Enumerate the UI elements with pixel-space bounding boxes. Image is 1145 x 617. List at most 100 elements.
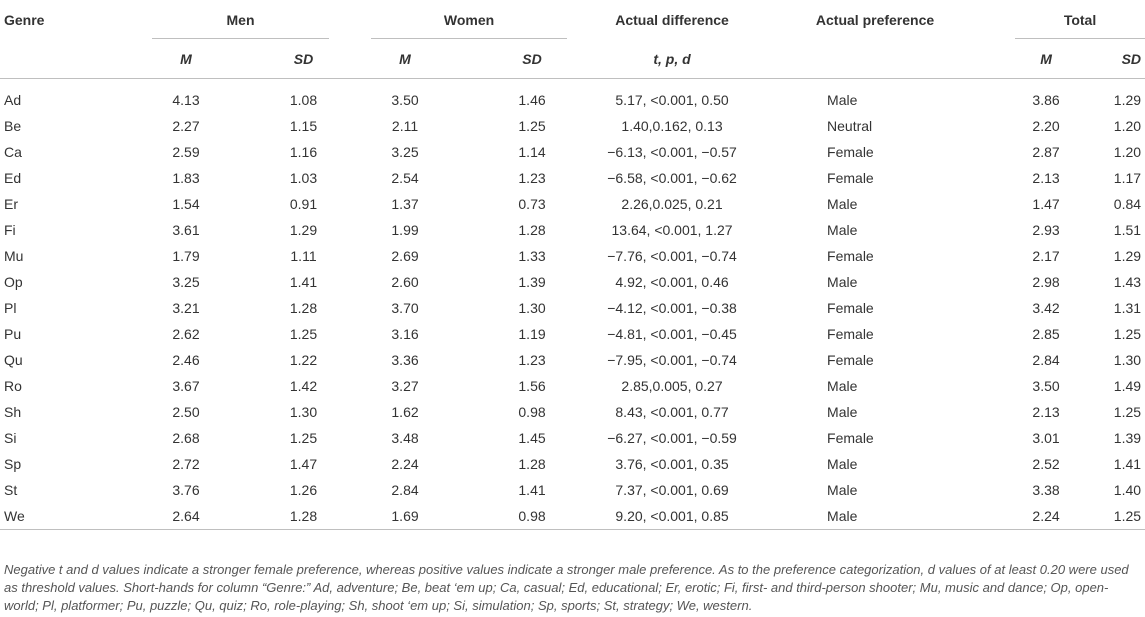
table-row: Sh 2.50 1.30 1.62 0.98 8.43, <0.001, 0.77 Male… — [0, 399, 1145, 425]
table-row: St 3.76 1.26 2.84 1.41 7.37, <0.001, 0.69 Male… — [0, 477, 1145, 503]
genre-cell: Ad — [4, 92, 22, 108]
total-sd-cell: 1.31 — [1113, 300, 1142, 316]
preference-cell: Male — [827, 456, 858, 472]
men-sd-cell: 1.26 — [289, 482, 318, 498]
genre-cell: Fi — [4, 222, 16, 238]
table-row: Ad 4.13 1.08 3.50 1.46 5.17, <0.001, 0.50 Male… — [0, 87, 1145, 113]
total-m-cell: 2.98 — [1032, 274, 1060, 290]
difference-cell: −7.95, <0.001, −0.74 — [607, 352, 737, 368]
preference-cell: Male — [827, 503, 944, 530]
difference-cell: 1.40,0.162, 0.13 — [621, 118, 723, 134]
difference-cell: −4.81, <0.001, −0.45 — [607, 326, 737, 342]
preference-cell: Female — [827, 144, 874, 160]
genre-cell: Ed — [4, 170, 22, 186]
men-sd-cell: 1.25 — [289, 430, 318, 446]
genre-cell: Si — [4, 430, 17, 446]
total-m-cell: 2.84 — [1032, 352, 1060, 368]
header-row-2: M SD M SD t, p, d M SD — [0, 39, 1145, 79]
total-sd-cell: 1.49 — [1113, 378, 1142, 394]
total-m-cell: 2.85 — [1032, 326, 1060, 342]
men-m-cell: 1.79 — [172, 248, 200, 264]
women-m-cell: 3.27 — [391, 378, 419, 394]
difference-cell: 8.43, <0.001, 0.77 — [615, 404, 729, 420]
women-sd-cell: 1.28 — [518, 222, 546, 238]
table-row: Sp 2.72 1.47 2.24 1.28 3.76, <0.001, 0.35 Male… — [0, 451, 1145, 477]
women-m-cell: 2.54 — [391, 170, 419, 186]
men-m-cell: 1.54 — [172, 196, 200, 212]
preference-cell: Male — [827, 404, 858, 420]
men-sd-cell: 1.42 — [289, 378, 318, 394]
difference-cell: 7.37, <0.001, 0.69 — [615, 482, 729, 498]
women-sd-cell: 1.19 — [518, 326, 546, 342]
women-m-cell: 3.25 — [391, 144, 419, 160]
table-row: Er 1.54 0.91 1.37 0.73 2.26,0.025, 0.21 Male 1.… — [0, 191, 1145, 217]
men-m-cell: 2.62 — [172, 326, 200, 342]
men-sd-cell: 1.08 — [289, 92, 318, 108]
women-sd-cell: 1.25 — [518, 118, 546, 134]
men-m-cell: 1.83 — [172, 170, 200, 186]
difference-cell: −6.58, <0.001, −0.62 — [607, 170, 737, 186]
preference-cell: Male — [827, 482, 858, 498]
genre-cell: We — [0, 503, 110, 530]
men-m-header: M — [152, 39, 220, 79]
difference-cell: 3.76, <0.001, 0.35 — [615, 456, 729, 472]
men-sd-cell: 1.15 — [289, 118, 318, 134]
total-sd-cell: 1.17 — [1113, 170, 1142, 186]
men-sd-cell: 1.11 — [290, 248, 317, 264]
men-sd-cell: 1.41 — [289, 274, 318, 290]
women-m-cell: 2.11 — [391, 118, 419, 134]
men-sd-cell: 1.28 — [278, 503, 330, 530]
total-m-cell: 3.42 — [1032, 300, 1060, 316]
table-row: Ca 2.59 1.16 3.25 1.14 −6.13, <0.001, −0.57 Fe… — [0, 139, 1145, 165]
women-sd-cell: 1.45 — [518, 430, 546, 446]
total-sd-cell: 1.20 — [1113, 144, 1142, 160]
men-m-cell: 2.64 — [152, 503, 220, 530]
total-m-cell: 3.86 — [1032, 92, 1060, 108]
difference-cell: 13.64, <0.001, 1.27 — [611, 222, 733, 238]
table-row: Pu 2.62 1.25 3.16 1.19 −4.81, <0.001, −0.45 Fe… — [0, 321, 1145, 347]
women-m-cell: 2.24 — [391, 456, 419, 472]
total-sd-cell: 1.43 — [1113, 274, 1142, 290]
women-m-cell: 2.60 — [391, 274, 419, 290]
women-sd-cell: 0.98 — [497, 503, 568, 530]
preference-cell: Male — [827, 222, 858, 238]
preference-cell: Male — [827, 378, 858, 394]
genre-cell: Qu — [4, 352, 23, 368]
total-m-header: M — [1015, 39, 1078, 79]
women-m-cell: 1.69 — [371, 503, 440, 530]
women-m-cell: 3.16 — [391, 326, 419, 342]
men-m-cell: 3.25 — [172, 274, 200, 290]
total-sd-header: SD — [1077, 39, 1145, 79]
total-sd-cell: 1.40 — [1113, 482, 1142, 498]
table-row: Si 2.68 1.25 3.48 1.45 −6.27, <0.001, −0.59 Fe… — [0, 425, 1145, 451]
men-m-cell: 3.67 — [172, 378, 200, 394]
women-sd-cell: 0.73 — [518, 196, 546, 212]
genre-preference-table: Genre Men Women Actual difference Actual… — [0, 0, 1145, 530]
women-m-cell: 1.37 — [391, 196, 419, 212]
genre-cell: Sh — [4, 404, 22, 420]
total-m-cell: 2.52 — [1032, 456, 1060, 472]
men-sd-cell: 0.91 — [289, 196, 318, 212]
total-m-cell: 2.13 — [1032, 404, 1060, 420]
difference-cell: −7.76, <0.001, −0.74 — [607, 248, 737, 264]
table-row: Op 3.25 1.41 2.60 1.39 4.92, <0.001, 0.46 Male… — [0, 269, 1145, 295]
total-sd-cell: 1.29 — [1113, 248, 1142, 264]
total-header: Total — [1015, 0, 1145, 39]
difference-cell: 2.26,0.025, 0.21 — [621, 196, 723, 212]
women-sd-cell: 1.46 — [518, 92, 546, 108]
men-m-cell: 2.68 — [172, 430, 200, 446]
table-row: We 2.64 1.28 1.69 0.98 9.20, <0.001, 0.85 Male… — [0, 503, 1145, 530]
genre-cell: Pu — [4, 326, 22, 342]
women-m-cell: 3.50 — [391, 92, 419, 108]
men-sd-cell: 1.16 — [289, 144, 318, 160]
table-footnote: Negative t and d values indicate a stron… — [4, 562, 1129, 613]
difference-cell: −4.12, <0.001, −0.38 — [607, 300, 737, 316]
women-sd-cell: 1.56 — [518, 378, 546, 394]
difference-cell: −6.27, <0.001, −0.59 — [607, 430, 737, 446]
women-m-cell: 3.48 — [391, 430, 419, 446]
difference-cell: 9.20, <0.001, 0.85 — [567, 503, 778, 530]
preference-cell: Female — [827, 430, 874, 446]
men-sd-cell: 1.47 — [289, 456, 318, 472]
men-m-cell: 3.61 — [172, 222, 200, 238]
genre-cell: Pl — [4, 300, 17, 316]
